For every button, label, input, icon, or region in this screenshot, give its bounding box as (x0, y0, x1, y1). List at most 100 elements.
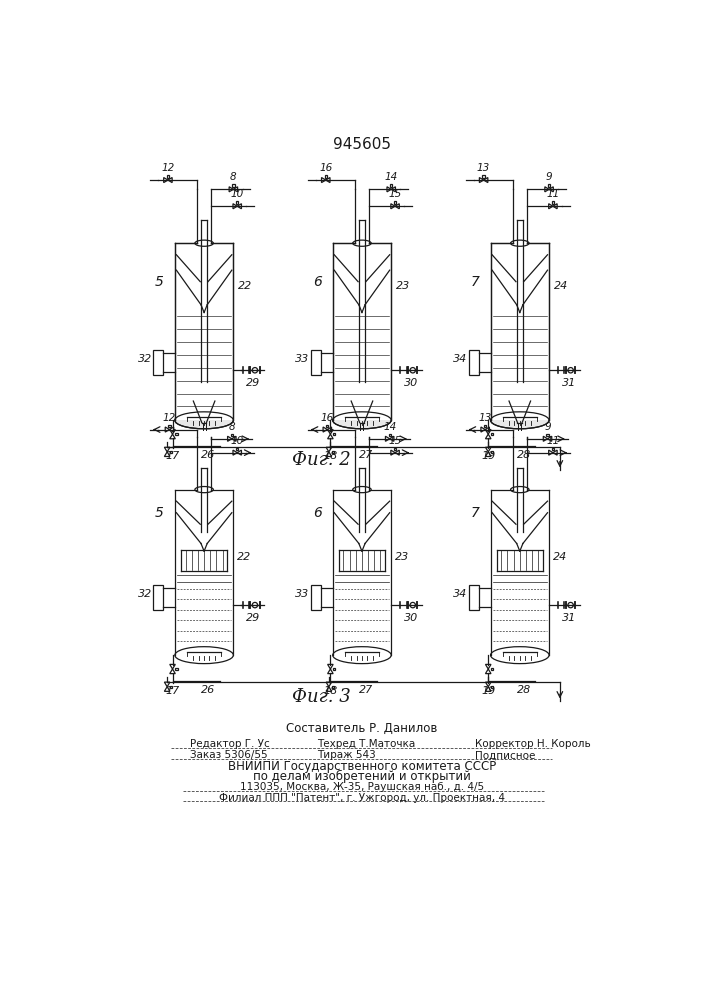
Text: 18: 18 (323, 451, 337, 461)
Polygon shape (229, 187, 233, 192)
Text: 34: 34 (453, 354, 467, 364)
Bar (326, 425, 329, 427)
Text: 13: 13 (477, 163, 490, 173)
Polygon shape (326, 687, 332, 691)
Polygon shape (486, 664, 491, 669)
Bar (469, 350, 479, 375)
Polygon shape (170, 669, 175, 674)
Bar (236, 201, 238, 204)
Bar (482, 175, 485, 178)
Polygon shape (164, 178, 168, 183)
Polygon shape (326, 452, 332, 456)
Text: 28: 28 (517, 685, 531, 695)
Polygon shape (326, 447, 332, 452)
Polygon shape (390, 436, 394, 441)
Polygon shape (395, 450, 399, 455)
Bar (311, 350, 321, 375)
Text: 9: 9 (546, 172, 552, 182)
Bar (551, 201, 554, 204)
Text: 11: 11 (547, 189, 559, 199)
Polygon shape (391, 450, 395, 455)
Bar (175, 668, 177, 670)
Polygon shape (484, 178, 488, 183)
Bar (170, 451, 173, 453)
Bar (394, 201, 396, 204)
Text: 29: 29 (246, 378, 260, 388)
Bar (491, 433, 493, 435)
Ellipse shape (491, 412, 549, 429)
Text: 29: 29 (246, 613, 260, 623)
Polygon shape (164, 682, 170, 687)
Text: Заказ 5306/55: Заказ 5306/55 (190, 750, 268, 760)
Polygon shape (233, 187, 238, 192)
Text: 7: 7 (471, 506, 480, 520)
Text: 13: 13 (479, 413, 492, 423)
Text: Корректор Н. Король: Корректор Н. Король (475, 739, 591, 749)
Text: 945605: 945605 (333, 137, 391, 152)
Text: 23: 23 (396, 281, 410, 291)
Polygon shape (170, 427, 174, 432)
Text: 6: 6 (313, 506, 322, 520)
Polygon shape (170, 664, 175, 669)
Text: 12: 12 (161, 163, 175, 173)
Text: 32: 32 (137, 589, 152, 599)
Text: 8: 8 (228, 422, 235, 432)
Text: 19: 19 (481, 686, 496, 696)
Text: 33: 33 (296, 354, 310, 364)
Text: Подписное: Подписное (475, 750, 535, 760)
Polygon shape (326, 178, 330, 183)
Polygon shape (486, 669, 491, 674)
Text: 11: 11 (547, 436, 559, 446)
Polygon shape (327, 669, 333, 674)
Polygon shape (481, 427, 485, 432)
Text: ВНИИПИ Государственного комитета СССР: ВНИИПИ Государственного комитета СССР (228, 760, 496, 773)
Polygon shape (327, 434, 333, 439)
Bar (332, 451, 334, 453)
Bar (230, 434, 233, 436)
Text: Техред Т.Маточка: Техред Т.Маточка (317, 739, 416, 749)
Polygon shape (479, 178, 484, 183)
Text: 30: 30 (404, 378, 419, 388)
Polygon shape (385, 436, 390, 441)
Polygon shape (168, 178, 172, 183)
Polygon shape (233, 450, 238, 455)
Text: 12: 12 (163, 413, 176, 423)
Bar (175, 433, 177, 435)
Text: 32: 32 (137, 354, 152, 364)
Polygon shape (486, 447, 491, 452)
Polygon shape (485, 427, 489, 432)
Text: 16: 16 (321, 413, 334, 423)
Polygon shape (486, 452, 491, 456)
Text: 23: 23 (395, 552, 409, 562)
Text: 26: 26 (201, 685, 215, 695)
Text: 6: 6 (313, 275, 322, 289)
Bar (389, 434, 391, 436)
Text: 14: 14 (383, 422, 397, 432)
Text: 17: 17 (165, 686, 180, 696)
Text: 28: 28 (517, 450, 531, 460)
Bar (332, 686, 334, 688)
Text: 10: 10 (230, 436, 244, 446)
Polygon shape (486, 430, 491, 434)
Bar (548, 184, 550, 187)
Polygon shape (164, 687, 170, 691)
Text: Фиг. 3: Фиг. 3 (292, 688, 351, 706)
Text: 14: 14 (385, 172, 398, 182)
Text: Редактор Г. Ус: Редактор Г. Ус (190, 739, 270, 749)
Text: 113035, Москва, Ж-35, Раушская наб., д. 4/5: 113035, Москва, Ж-35, Раушская наб., д. … (240, 782, 484, 792)
Text: 17: 17 (165, 451, 180, 461)
Text: Фиг. 2: Фиг. 2 (292, 451, 351, 469)
Ellipse shape (333, 412, 391, 429)
Bar (491, 243, 549, 420)
Polygon shape (164, 452, 170, 456)
Polygon shape (170, 430, 175, 434)
Text: 22: 22 (238, 552, 252, 562)
Polygon shape (486, 682, 491, 687)
Polygon shape (238, 450, 242, 455)
Polygon shape (165, 427, 170, 432)
Text: 34: 34 (453, 589, 467, 599)
Text: по делам изобретений и открытий: по делам изобретений и открытий (253, 770, 471, 783)
Bar (547, 434, 549, 436)
Bar (394, 448, 396, 450)
Polygon shape (238, 204, 242, 209)
